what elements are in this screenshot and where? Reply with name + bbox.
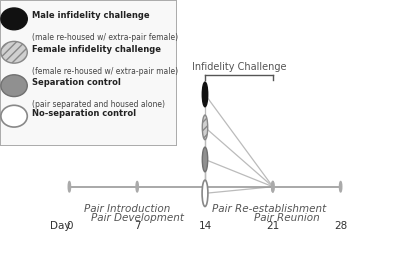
Text: Pair Introduction: Pair Introduction xyxy=(84,204,170,214)
Circle shape xyxy=(202,180,208,207)
Text: 0: 0 xyxy=(66,221,73,231)
Text: 21: 21 xyxy=(266,221,280,231)
Circle shape xyxy=(204,181,206,192)
Text: Separation control: Separation control xyxy=(32,78,120,87)
Circle shape xyxy=(1,8,27,30)
Text: (pair separated and housed alone): (pair separated and housed alone) xyxy=(32,100,165,109)
Text: Infidelity Challenge: Infidelity Challenge xyxy=(192,62,286,72)
Circle shape xyxy=(1,105,27,127)
Circle shape xyxy=(136,181,138,192)
Text: Male infidelity challenge: Male infidelity challenge xyxy=(32,12,149,21)
Text: Pair Development: Pair Development xyxy=(91,213,184,223)
Circle shape xyxy=(1,75,27,96)
Text: (female re-housed w/ extra-pair male): (female re-housed w/ extra-pair male) xyxy=(32,67,178,76)
Circle shape xyxy=(68,181,70,192)
Circle shape xyxy=(1,41,27,63)
Text: Pair Reunion: Pair Reunion xyxy=(254,213,320,223)
Circle shape xyxy=(272,181,274,192)
Text: 28: 28 xyxy=(334,221,347,231)
Text: No-separation control: No-separation control xyxy=(32,109,136,118)
Circle shape xyxy=(340,181,342,192)
Text: Day: Day xyxy=(50,221,70,231)
Circle shape xyxy=(202,82,208,107)
Text: 14: 14 xyxy=(198,221,212,231)
Circle shape xyxy=(272,181,274,192)
Text: Pair Re-establishment: Pair Re-establishment xyxy=(212,204,326,214)
Text: (male re-housed w/ extra-pair female): (male re-housed w/ extra-pair female) xyxy=(32,33,178,42)
Text: 7: 7 xyxy=(134,221,140,231)
Text: Female infidelity challenge: Female infidelity challenge xyxy=(32,45,161,54)
Circle shape xyxy=(202,115,208,140)
Circle shape xyxy=(202,147,208,172)
